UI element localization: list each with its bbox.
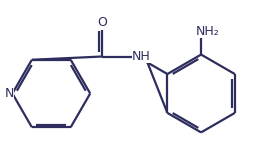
Text: NH: NH bbox=[132, 50, 151, 63]
Text: N: N bbox=[5, 87, 14, 100]
Text: NH₂: NH₂ bbox=[196, 25, 220, 38]
Text: O: O bbox=[97, 16, 107, 29]
